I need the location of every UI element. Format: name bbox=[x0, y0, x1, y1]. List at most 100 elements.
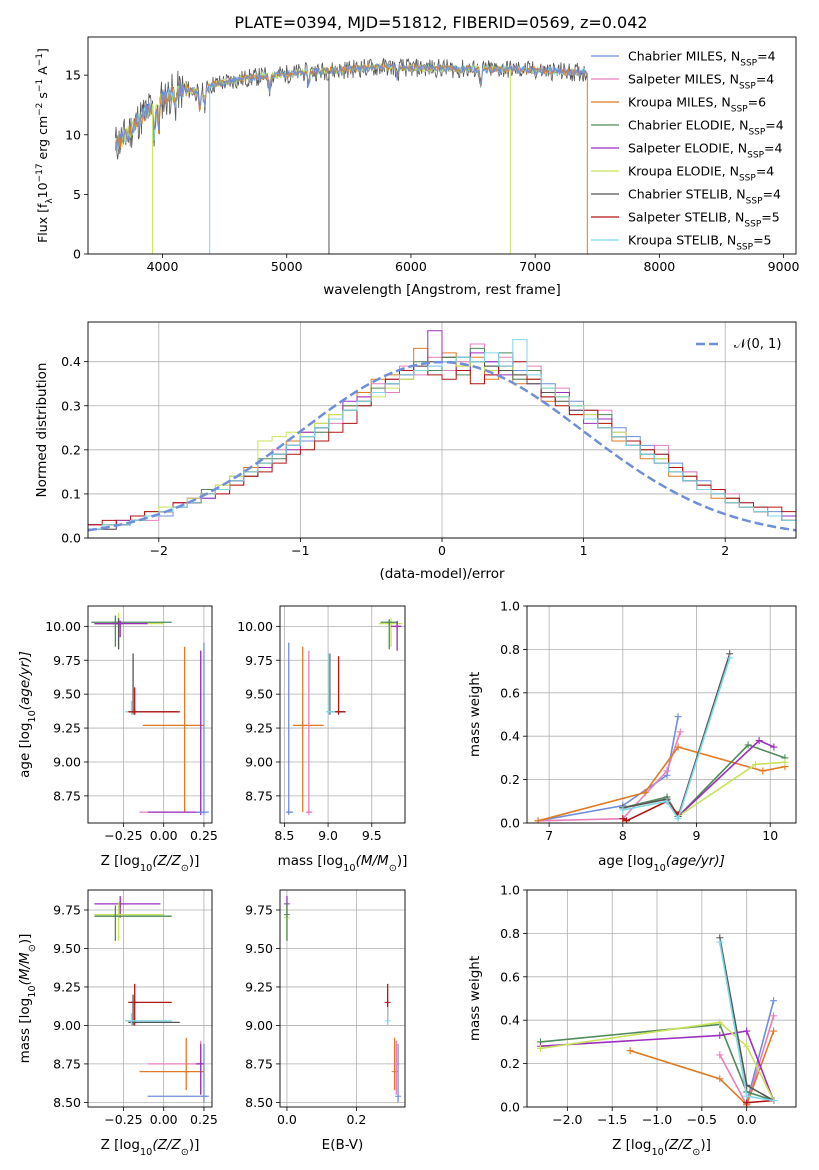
data-point bbox=[197, 1060, 204, 1067]
weight-line bbox=[622, 657, 731, 821]
x-axis-label-part: Z [log bbox=[101, 853, 140, 869]
y-tick-label: 0.0 bbox=[61, 531, 81, 546]
weight-marker bbox=[743, 1099, 751, 1107]
weight-marker bbox=[743, 1092, 751, 1100]
x-tick-label: 5000 bbox=[271, 259, 303, 274]
x-axis-label-part: ⊙ bbox=[389, 863, 397, 874]
x-tick-label: −1 bbox=[291, 543, 309, 558]
spectrum-line bbox=[114, 63, 588, 152]
y-tick-label: 9.25 bbox=[53, 721, 81, 736]
y-axis-label-part: 10 bbox=[27, 985, 38, 997]
y-tick-label: 0.0 bbox=[500, 816, 520, 831]
y-tick-label: 0.4 bbox=[61, 354, 81, 369]
y-tick-label: 10.00 bbox=[45, 619, 81, 634]
weight-marker bbox=[726, 654, 734, 662]
data-point bbox=[305, 809, 312, 816]
legend-entry: Salpeter ELODIE, NSSP=4 bbox=[628, 141, 783, 161]
x-axis-label: mass [log10(M/M⊙)] bbox=[278, 853, 408, 874]
legend-entry-part: SSP bbox=[740, 59, 757, 69]
y-axis-label-part: Flux [f bbox=[35, 203, 50, 243]
y-axis-label-part: −2 bbox=[35, 103, 45, 116]
y-tick-label: 9.00 bbox=[245, 754, 273, 769]
legend-entry-part: Chabrier STELIB, N bbox=[628, 187, 746, 202]
legend-entry-part: SSP bbox=[746, 197, 763, 207]
legend-entry: Kroupa MILES, NSSP=6 bbox=[628, 95, 766, 115]
y-tick-label: 8.75 bbox=[53, 1056, 81, 1071]
x-tick-label: 1 bbox=[580, 543, 588, 558]
legend-entry-part: Kroupa ELODIE, N bbox=[628, 164, 739, 179]
legend-entry-part: Chabrier MILES, N bbox=[628, 49, 740, 64]
x-axis-label-part: 10 bbox=[652, 1147, 664, 1158]
weight-marker bbox=[534, 817, 542, 823]
y-tick-label: 0.4 bbox=[500, 729, 520, 744]
x-axis-label-part: 10 bbox=[140, 1147, 152, 1158]
y-axis-label-part: erg cm bbox=[35, 116, 50, 164]
y-axis-label-part: −1 bbox=[35, 53, 45, 66]
legend-entry: Chabrier STELIB, NSSP=4 bbox=[628, 187, 781, 207]
data-point bbox=[131, 708, 138, 715]
axes-frame bbox=[87, 605, 213, 824]
x-tick-label: 9.0 bbox=[318, 828, 338, 843]
x-axis-label-part: (M/M bbox=[356, 853, 389, 869]
weight-marker bbox=[619, 806, 627, 814]
legend-entry-part: =4 bbox=[757, 49, 775, 64]
weight-marker bbox=[674, 713, 682, 721]
legend-entry: Kroupa ELODIE, NSSP=4 bbox=[628, 164, 774, 184]
x-tick-label: 0 bbox=[438, 543, 446, 558]
x-axis-label-part: ⊙ bbox=[181, 863, 189, 874]
y-tick-label: 9.75 bbox=[245, 653, 273, 668]
plot-area bbox=[91, 612, 209, 816]
data-point bbox=[117, 620, 124, 627]
y-axis-label-part: 10 bbox=[27, 710, 38, 722]
y-tick-label: 8.75 bbox=[245, 788, 273, 803]
data-point bbox=[386, 619, 393, 626]
plot-area bbox=[285, 618, 403, 816]
data-point bbox=[384, 999, 391, 1006]
mass-vs-metallicity-panel: −0.25 0.00 0.25 8.50 8.75 9.00 9.25 9.50 9.75 Z [… bbox=[17, 889, 218, 1158]
data-point bbox=[128, 1017, 135, 1024]
x-tick-label: 7 bbox=[545, 828, 553, 843]
x-axis-label: Z [log10(Z/Z⊙)] bbox=[101, 853, 200, 874]
plot-area bbox=[94, 896, 209, 1103]
x-axis-label-part: mass [log bbox=[278, 853, 344, 869]
x-axis-label-part: ⊙ bbox=[181, 1147, 189, 1158]
x-axis-label-part: wavelength [Angstrom, rest frame] bbox=[323, 282, 561, 298]
y-tick-label: 15 bbox=[65, 68, 81, 83]
axes-frame bbox=[87, 36, 797, 255]
y-tick-label: 0.6 bbox=[500, 969, 520, 984]
x-tick-label: 9000 bbox=[768, 259, 800, 274]
data-point bbox=[394, 623, 401, 630]
weight-marker bbox=[674, 743, 682, 751]
y-tick-label: 0.2 bbox=[61, 442, 81, 457]
weight-marker bbox=[770, 997, 778, 1005]
y-tick-label: 0.8 bbox=[500, 642, 520, 657]
weight-marker bbox=[770, 743, 778, 751]
weight-line bbox=[540, 1030, 775, 1101]
x-tick-label: 0.25 bbox=[190, 1112, 218, 1127]
x-axis-label-part: )] bbox=[397, 853, 408, 869]
weight-marker bbox=[744, 741, 752, 749]
axes-frame bbox=[87, 889, 213, 1108]
x-tick-label: 0.25 bbox=[190, 828, 218, 843]
weight-marker bbox=[781, 758, 789, 766]
legend-entry-part: SSP bbox=[748, 128, 765, 138]
x-axis-label-part: (Z/Z bbox=[152, 1137, 181, 1153]
legend-entry: Salpeter MILES, NSSP=4 bbox=[628, 72, 774, 92]
x-tick-label: −0.5 bbox=[687, 1112, 717, 1127]
spectrum-line bbox=[114, 62, 588, 151]
y-tick-label: 9.00 bbox=[53, 754, 81, 769]
y-tick-label: 0 bbox=[73, 247, 81, 262]
legend-entry-part: =4 bbox=[763, 187, 781, 202]
y-tick-label: 0.8 bbox=[500, 926, 520, 941]
x-axis-label: wavelength [Angstrom, rest frame] bbox=[323, 282, 561, 298]
weight-line bbox=[540, 1021, 775, 1101]
legend-entry-part: SSP bbox=[744, 220, 761, 230]
weight-marker bbox=[716, 938, 724, 946]
data-point bbox=[335, 708, 342, 715]
x-axis-label: age [log10(age/yr)] bbox=[598, 853, 725, 874]
x-axis-label-part: (Z/Z bbox=[664, 1137, 693, 1153]
legend-entry-part: Salpeter STELIB, N bbox=[628, 210, 744, 225]
